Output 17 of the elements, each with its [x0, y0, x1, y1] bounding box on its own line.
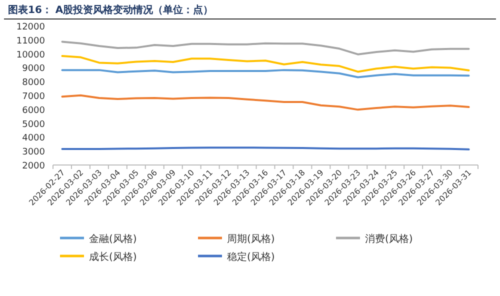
- y-tick-label: 11000: [16, 36, 46, 46]
- y-tick-label: 4000: [22, 134, 46, 144]
- legend-label: 稳定(风格): [227, 251, 275, 263]
- y-tick-label: 12000: [16, 22, 46, 32]
- legend-label: 金融(风格): [89, 233, 137, 245]
- y-tick-label: 5000: [22, 120, 46, 130]
- legend-label: 消费(风格): [365, 233, 413, 245]
- y-tick-label: 10000: [16, 50, 46, 60]
- y-tick-label: 7000: [22, 92, 46, 102]
- y-tick-label: 6000: [22, 106, 46, 116]
- y-tick-label: 9000: [22, 64, 46, 74]
- y-tick-label: 8000: [22, 78, 46, 88]
- y-tick-label: 3000: [22, 148, 46, 158]
- y-tick-label: 2000: [22, 162, 46, 172]
- legend-label: 周期(风格): [227, 233, 275, 245]
- title: 图表16： A股投资风格变动情况（单位：点）: [8, 5, 214, 16]
- legend-label: 成长(风格): [89, 251, 137, 263]
